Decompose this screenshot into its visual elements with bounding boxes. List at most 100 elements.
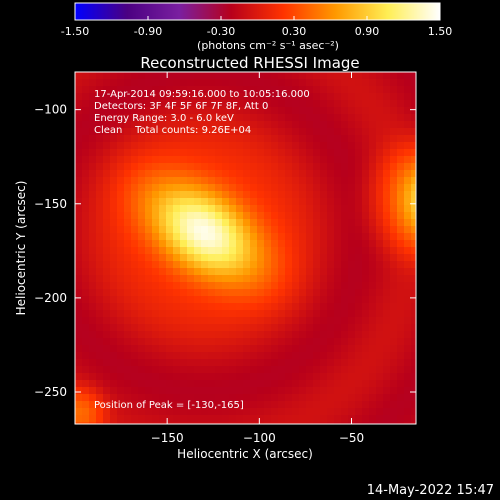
- heatmap-cell: [229, 415, 237, 423]
- heatmap-cell: [229, 149, 237, 157]
- heatmap-cell: [369, 387, 377, 395]
- heatmap-cell: [348, 310, 356, 318]
- heatmap-cell: [341, 296, 349, 304]
- heatmap-cell: [250, 324, 258, 332]
- heatmap-cell: [250, 86, 258, 94]
- heatmap-cell: [390, 324, 398, 332]
- heatmap-cell: [173, 338, 181, 346]
- heatmap-cell: [117, 128, 125, 136]
- heatmap-cell: [278, 149, 286, 157]
- heatmap-cell: [397, 247, 405, 255]
- heatmap-cell: [341, 331, 349, 339]
- heatmap-cell: [201, 303, 209, 311]
- heatmap-cell: [341, 324, 349, 332]
- heatmap-cell: [271, 114, 279, 122]
- heatmap-cell: [110, 310, 118, 318]
- heatmap-cell: [320, 156, 328, 164]
- heatmap-cell: [208, 401, 216, 409]
- heatmap-cell: [404, 275, 412, 283]
- heatmap-cell: [334, 177, 342, 185]
- heatmap-cell: [376, 373, 384, 381]
- heatmap-cell: [299, 135, 307, 143]
- heatmap-cell: [124, 352, 132, 360]
- heatmap-cell: [159, 226, 167, 234]
- heatmap-cell: [131, 303, 139, 311]
- heatmap-cell: [201, 233, 209, 241]
- heatmap-cell: [383, 359, 391, 367]
- heatmap-cell: [222, 289, 230, 297]
- heatmap-cell: [152, 177, 160, 185]
- heatmap-cell: [320, 401, 328, 409]
- heatmap-cell: [236, 408, 244, 416]
- heatmap-cell: [82, 142, 90, 150]
- heatmap-cell: [166, 268, 174, 276]
- heatmap-cell: [362, 289, 370, 297]
- heatmap-cell: [117, 296, 125, 304]
- heatmap-cell: [110, 366, 118, 374]
- heatmap-cell: [334, 317, 342, 325]
- heatmap-cell: [278, 170, 286, 178]
- heatmap-cell: [411, 247, 416, 255]
- heatmap-cell: [222, 156, 230, 164]
- heatmap-cell: [236, 212, 244, 220]
- heatmap-cell: [341, 303, 349, 311]
- heatmap-cell: [215, 401, 223, 409]
- heatmap-cell: [89, 254, 97, 262]
- heatmap-cell: [243, 107, 251, 115]
- heatmap-cell: [285, 289, 293, 297]
- heatmap-cell: [117, 366, 125, 374]
- heatmap-cell: [264, 387, 272, 395]
- heatmap-cell: [110, 387, 118, 395]
- heatmap-cell: [103, 128, 111, 136]
- heatmap-cell: [334, 107, 342, 115]
- heatmap-cell: [166, 401, 174, 409]
- heatmap-cell: [397, 268, 405, 276]
- heatmap-cell: [124, 331, 132, 339]
- heatmap-cell: [271, 128, 279, 136]
- heatmap-cell: [75, 296, 83, 304]
- heatmap-cell: [271, 177, 279, 185]
- heatmap-cell: [82, 352, 90, 360]
- heatmap-cell: [264, 184, 272, 192]
- heatmap-cell: [173, 289, 181, 297]
- heatmap-cell: [299, 387, 307, 395]
- heatmap-cell: [145, 310, 153, 318]
- heatmap-cell: [390, 184, 398, 192]
- heatmap-cell: [82, 254, 90, 262]
- heatmap-cell: [313, 198, 321, 206]
- y-axis-ticks: −100−150−200−250: [34, 103, 416, 399]
- heatmap-cell: [383, 247, 391, 255]
- heatmap-cell: [383, 394, 391, 402]
- heatmap-cell: [250, 226, 258, 234]
- heatmap-cell: [264, 100, 272, 108]
- heatmap-cell: [383, 317, 391, 325]
- heatmap-cell: [292, 401, 300, 409]
- heatmap-cell: [348, 212, 356, 220]
- heatmap-cell: [348, 331, 356, 339]
- heatmap-cell: [96, 282, 104, 290]
- heatmap-cell: [180, 408, 188, 416]
- heatmap-cell: [327, 191, 335, 199]
- heatmap-cell: [103, 373, 111, 381]
- heatmap-cell: [383, 79, 391, 87]
- heatmap-cell: [180, 226, 188, 234]
- heatmap-cell: [411, 121, 416, 129]
- heatmap-cell: [278, 366, 286, 374]
- heatmap-cell: [89, 401, 97, 409]
- heatmap-cell: [131, 219, 139, 227]
- heatmap-cell: [355, 191, 363, 199]
- heatmap-cell: [369, 338, 377, 346]
- heatmap-cell: [201, 324, 209, 332]
- heatmap-cell: [131, 296, 139, 304]
- heatmap-cell: [159, 219, 167, 227]
- heatmap-cell: [404, 422, 412, 424]
- heatmap-cell: [82, 149, 90, 157]
- heatmap-cell: [138, 359, 146, 367]
- heatmap-cell: [138, 422, 146, 424]
- heatmap-cell: [397, 282, 405, 290]
- heatmap-cell: [82, 135, 90, 143]
- heatmap-cell: [124, 317, 132, 325]
- heatmap-cell: [215, 205, 223, 213]
- heatmap-cell: [131, 198, 139, 206]
- heatmap-cell: [320, 408, 328, 416]
